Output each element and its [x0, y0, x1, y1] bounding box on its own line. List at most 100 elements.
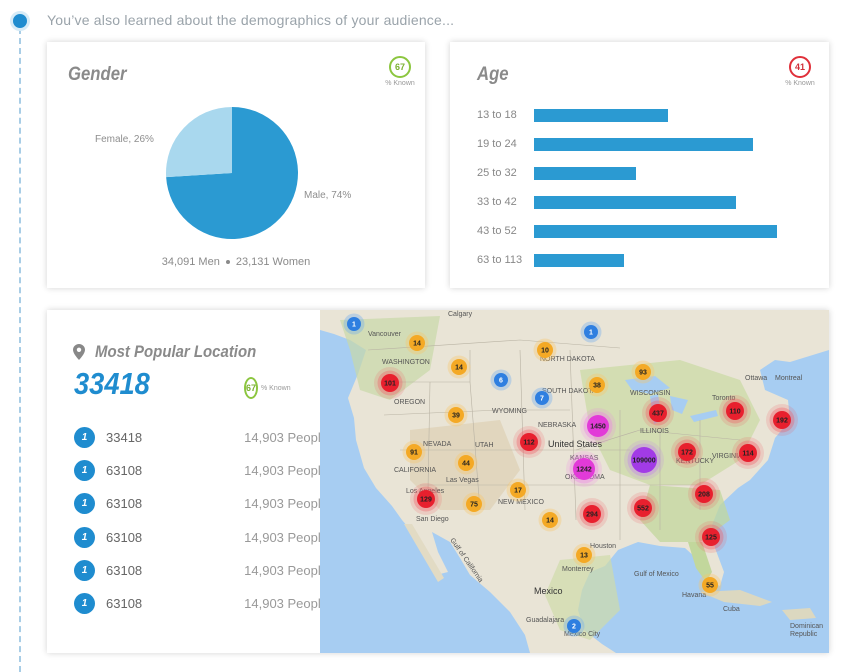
place-calgary: Calgary — [448, 311, 473, 318]
pie-label-male: Male, 74% — [304, 190, 352, 201]
cluster-count: 101 — [384, 381, 396, 388]
gender-known-label: % Known — [385, 80, 415, 87]
location-title: Most Popular Location — [95, 342, 257, 361]
map-cluster-marker[interactable]: 112 — [513, 426, 545, 458]
list-item[interactable]: 1 63108 14,903 People — [74, 593, 328, 615]
lake-erie — [690, 410, 718, 422]
map-cluster-marker[interactable]: 1 — [580, 321, 602, 343]
cluster-dot — [567, 619, 581, 633]
cluster-count: 112 — [523, 440, 534, 447]
rank-badge: 1 — [74, 593, 95, 614]
map-cluster-marker[interactable]: 192 — [766, 404, 798, 436]
age-bar — [534, 167, 636, 180]
map-cluster-marker[interactable]: 1450 — [580, 408, 616, 444]
cluster-dot — [583, 505, 601, 523]
cluster-dot — [458, 455, 474, 471]
place-wyoming: WYOMING — [492, 408, 527, 415]
place-kentucky: KENTUCKY — [676, 458, 714, 465]
people-count: 14,903 People — [244, 496, 328, 511]
map-cluster-marker[interactable]: 437 — [642, 397, 674, 429]
map-cluster-marker[interactable]: 172 — [671, 436, 703, 468]
cluster-count: 172 — [681, 450, 693, 457]
map-cluster-marker[interactable]: 14 — [538, 508, 562, 532]
cluster-count: 109000 — [632, 458, 655, 465]
map-cluster-marker[interactable]: 1 — [343, 313, 365, 335]
zip-code: 63108 — [106, 530, 143, 545]
map-cluster-marker[interactable]: 44 — [454, 451, 478, 475]
map-cluster-marker[interactable]: 2 — [563, 615, 585, 637]
list-item[interactable]: 1 63108 14,903 People — [74, 560, 328, 582]
place-nebraska: NEBRASKA — [538, 422, 576, 429]
land-tint-east — [580, 360, 760, 485]
map-cluster-marker[interactable]: 294 — [576, 498, 608, 530]
place-las-vegas: Las Vegas — [446, 477, 479, 484]
map-cluster-marker[interactable]: 10 — [533, 338, 557, 362]
map-cluster-marker[interactable]: 13 — [572, 543, 596, 567]
people-count: 14,903 People — [244, 530, 328, 545]
place-united-states: United States — [548, 439, 603, 449]
cluster-count: 14 — [546, 518, 554, 525]
zip-code: 63108 — [106, 596, 143, 611]
map-cluster-marker[interactable]: 39 — [444, 403, 468, 427]
map-cluster-marker[interactable]: 110 — [719, 395, 751, 427]
map-cluster-marker[interactable]: 55 — [698, 573, 722, 597]
map-cluster-marker[interactable]: 14 — [447, 355, 471, 379]
map-cluster-marker[interactable]: 17 — [506, 478, 530, 502]
place-nevada: NEVADA — [423, 441, 452, 448]
land-florida — [688, 542, 712, 582]
list-item[interactable]: 1 33418 14,903 People — [74, 427, 328, 449]
map-cluster-marker[interactable]: 125 — [695, 521, 727, 553]
place-ottawa: Ottawa — [745, 375, 767, 382]
audience-map[interactable]: Calgary Vancouver WASHINGTON OREGON NEVA… — [320, 310, 829, 653]
cluster-dot — [631, 447, 657, 473]
map-cluster-marker[interactable]: 14 — [405, 331, 429, 355]
map-cluster-marker[interactable]: 75 — [462, 492, 486, 516]
place-wisconsin: WISCONSIN — [630, 390, 670, 397]
cluster-dot — [537, 342, 553, 358]
place-havana: Havana — [682, 592, 706, 599]
age-title: Age — [477, 64, 509, 85]
age-bar — [534, 254, 624, 267]
map-cluster-marker[interactable]: 38 — [585, 373, 609, 397]
map-cluster-marker[interactable]: 129 — [410, 483, 442, 515]
place-san-diego: San Diego — [416, 516, 449, 523]
map-canvas[interactable]: Calgary Vancouver WASHINGTON OREGON NEVA… — [320, 310, 829, 653]
location-pin-icon — [73, 344, 85, 360]
cluster-count: 208 — [698, 492, 710, 499]
age-row-label: 63 to 113 — [477, 254, 523, 266]
gender-known-ring: 67 — [389, 56, 411, 78]
location-known-indicator: 67 % Known — [244, 377, 291, 399]
map-cluster-marker[interactable]: 208 — [688, 478, 720, 510]
cluster-count: 75 — [470, 502, 478, 509]
map-cluster-marker[interactable]: 93 — [631, 360, 655, 384]
men-count: 34,091 Men — [161, 256, 220, 268]
cluster-dot — [510, 482, 526, 498]
place-california: CALIFORNIA — [394, 467, 436, 474]
cluster-dot — [678, 443, 696, 461]
map-cluster-marker[interactable]: 552 — [627, 492, 659, 524]
most-popular-zip: 33418 — [74, 366, 150, 401]
place-oregon: OREGON — [394, 399, 425, 406]
cluster-count: 294 — [586, 512, 598, 519]
age-row-label: 25 to 32 — [477, 167, 517, 179]
cluster-dot — [726, 402, 744, 420]
map-cluster-marker[interactable]: 114 — [732, 437, 764, 469]
age-bar — [534, 138, 753, 151]
place-illinois: ILLINOIS — [640, 428, 669, 435]
map-cluster-marker[interactable]: 6 — [490, 369, 512, 391]
list-item[interactable]: 1 63108 14,903 People — [74, 460, 328, 482]
map-cluster-marker[interactable]: 109000 — [624, 440, 664, 480]
cluster-dot — [584, 325, 598, 339]
cluster-dot — [451, 359, 467, 375]
map-cluster-marker[interactable]: 1242 — [566, 451, 602, 487]
age-row-label: 13 to 18 — [477, 109, 517, 121]
map-cluster-marker[interactable]: 7 — [531, 387, 553, 409]
map-cluster-marker[interactable]: 101 — [374, 367, 406, 399]
cluster-dot — [466, 496, 482, 512]
place-cuba: Cuba — [723, 606, 740, 613]
list-item[interactable]: 1 63108 14,903 People — [74, 493, 328, 515]
list-item[interactable]: 1 63108 14,903 People — [74, 527, 328, 549]
map-cluster-marker[interactable]: 91 — [402, 440, 426, 464]
